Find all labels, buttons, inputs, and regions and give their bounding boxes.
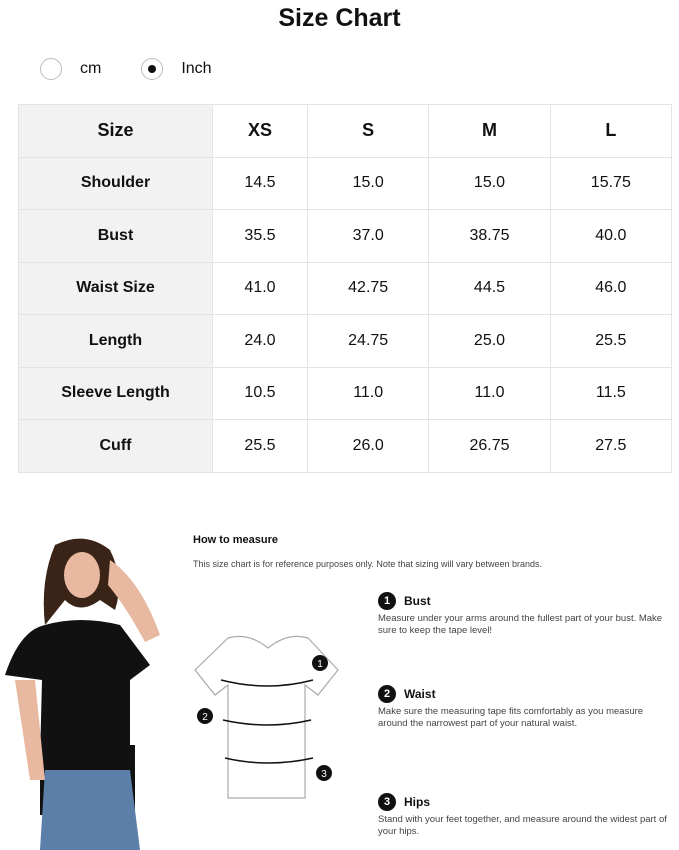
row-label: Waist Size [18,261,213,315]
row-label: Bust [18,209,213,263]
row-label: Shoulder [18,156,213,210]
table-cell: 38.75 [428,209,551,263]
table-cell: L [549,104,673,158]
table-row: Sleeve Length 10.5 11.0 11.0 11.5 [18,366,673,420]
table-cell: 15.0 [306,156,430,210]
svg-text:2: 2 [202,712,208,723]
table-cell: 27.5 [549,419,673,473]
unit-toggle: cm Inch [40,58,252,80]
table-cell: 40.0 [549,209,673,263]
table-cell: 15.0 [428,156,551,210]
how-to-measure-note: This size chart is for reference purpose… [193,559,542,569]
size-table: Size XS S M L Shoulder 14.5 15.0 15.0 15.75 Bust 35… [18,104,673,473]
unit-label-inch: Inch [181,60,212,77]
table-row: Bust 35.5 37.0 38.75 40.0 [18,209,673,263]
table-cell: 42.75 [306,261,430,315]
table-cell: 15.75 [549,156,673,210]
table-row: Cuff 25.5 26.0 26.75 27.5 [18,419,673,473]
table-cell: 10.5 [212,366,308,420]
radio-inch[interactable] [141,58,164,80]
table-cell: 25.5 [549,314,673,368]
how-to-measure-title: How to measure [193,534,278,546]
step-title: Waist [404,687,436,701]
svg-text:3: 3 [321,769,327,780]
step-text: Measure under your arms around the fulle… [378,613,663,636]
table-cell: 46.0 [549,261,673,315]
row-label: Length [18,314,213,368]
model-photo [5,538,160,850]
step-hips: 3 Hips Stand with your feet together, and… [378,793,668,838]
number-1-icon: 1 [378,592,396,610]
step-title: Hips [404,795,431,809]
step-bust: 1 Bust Measure under your arms around the… [378,592,668,637]
step-text: Make sure the measuring tape fits comfor… [378,706,644,729]
table-cell: XS [212,104,308,158]
step-title: Bust [404,594,431,608]
table-row: Length 24.0 24.75 25.0 25.5 [18,314,673,368]
table-cell: 37.0 [306,209,430,263]
unit-label-cm: cm [80,60,102,77]
table-cell: 41.0 [212,261,308,315]
table-header-row: Size XS S M L [18,104,673,158]
step-waist: 2 Waist Make sure the measuring tape fits… [378,685,668,730]
number-2-icon: 2 [378,685,396,703]
table-cell: 35.5 [212,209,308,263]
table-cell: 25.5 [212,419,308,473]
number-3-icon: 3 [378,793,396,811]
table-cell: 11.0 [428,366,551,420]
table-cell: 24.75 [306,314,430,368]
svg-text:1: 1 [317,659,323,670]
table-cell: 24.0 [212,314,308,368]
table-cell: 25.0 [428,314,551,368]
table-row: Waist Size 41.0 42.75 44.5 46.0 [18,261,673,315]
table-cell: M [428,104,551,158]
page-title: Size Chart [278,4,401,32]
shirt-diagram: 1 2 3 [194,635,339,799]
table-cell: S [306,104,430,158]
table-cell: 11.0 [306,366,430,420]
step-text: Stand with your feet together, and measu… [378,814,667,837]
row-label: Size [18,104,213,158]
table-cell: 11.5 [549,366,673,420]
table-cell: 44.5 [428,261,551,315]
table-cell: 14.5 [212,156,308,210]
table-row: Shoulder 14.5 15.0 15.0 15.75 [18,156,673,210]
row-label: Cuff [18,419,213,473]
table-cell: 26.0 [306,419,430,473]
table-cell: 26.75 [428,419,551,473]
radio-cm[interactable] [40,58,62,80]
row-label: Sleeve Length [18,366,213,420]
